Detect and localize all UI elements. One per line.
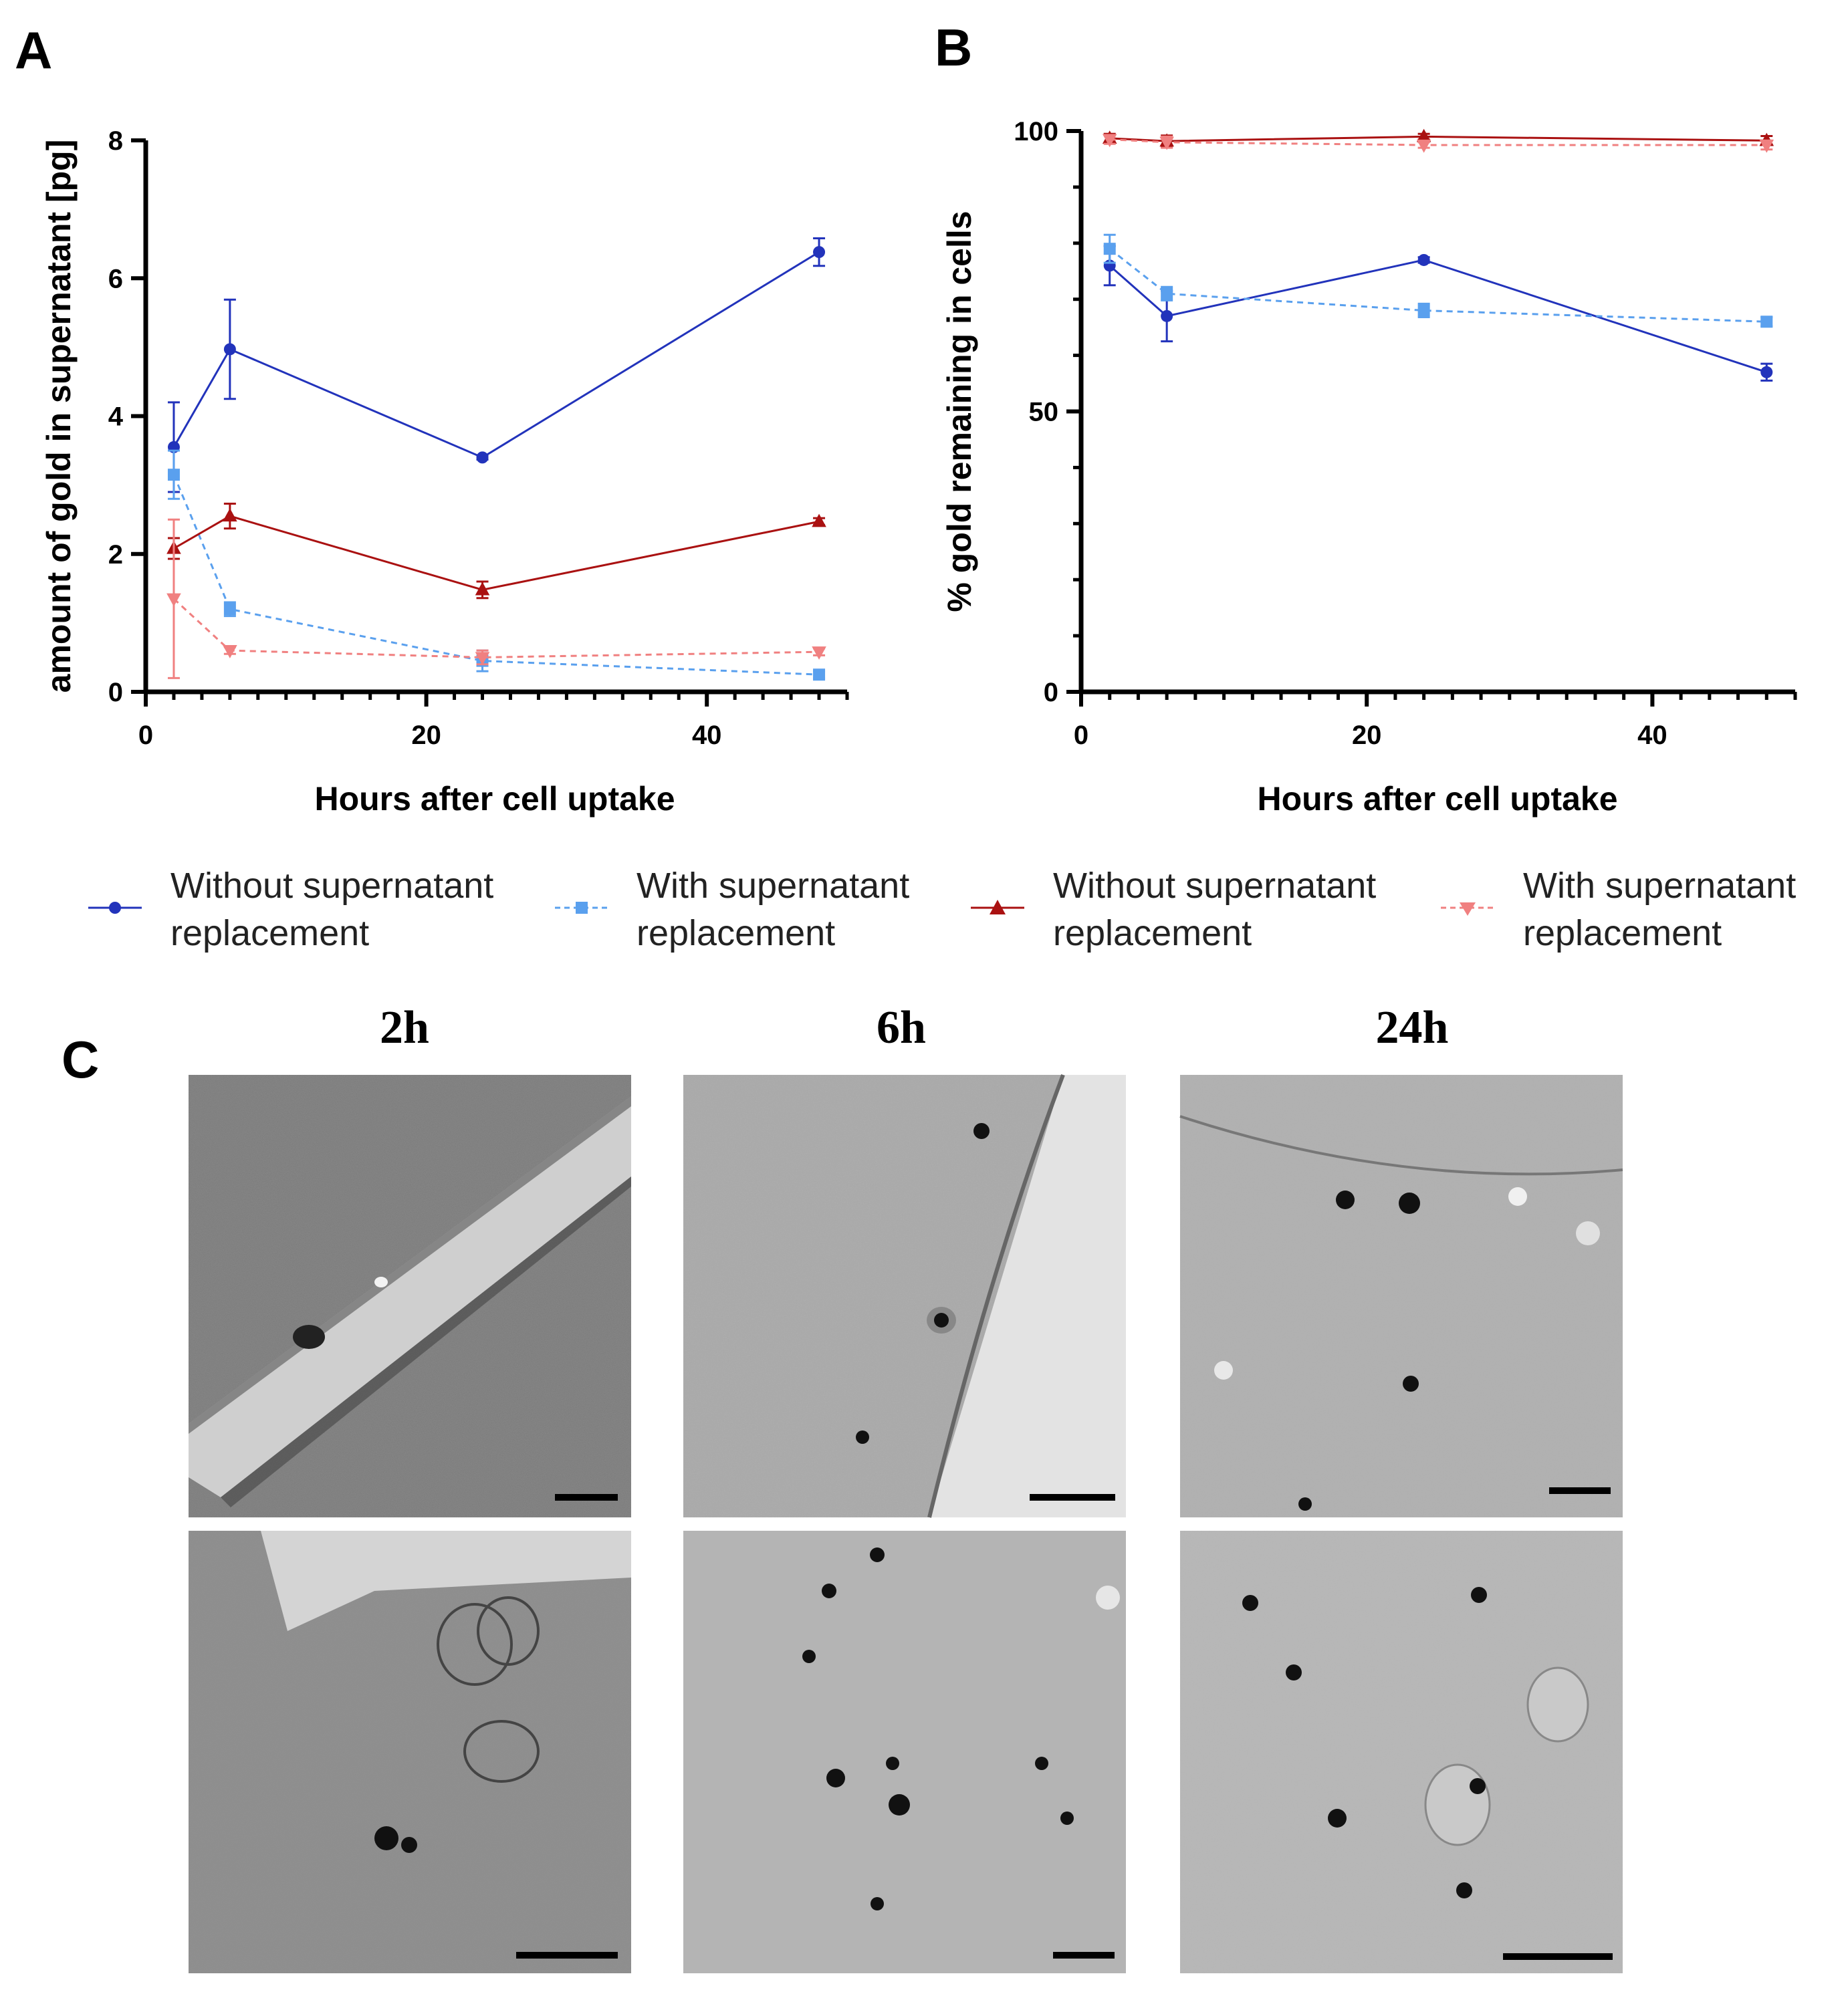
x-axis-title: Hours after cell uptake [1257, 780, 1617, 818]
data-point [1159, 136, 1174, 150]
data-point [1102, 134, 1117, 148]
data-point [476, 451, 489, 464]
x-tick-label: 40 [1637, 721, 1667, 750]
series-1 [1103, 245, 1773, 382]
data-point [1760, 366, 1773, 378]
chart-b: 0 20 40 0 50 100 Hours after cell uptake % gold… [941, 117, 1797, 818]
y-tick-label: 4 [108, 402, 124, 432]
data-point [475, 582, 490, 596]
panel-a-letter: A [15, 21, 52, 80]
data-point [813, 668, 826, 681]
legend-marker-circle [109, 902, 121, 914]
series-line [1109, 248, 1767, 323]
micrograph-24h-bottom [1180, 1531, 1623, 1973]
chart-a: 0 20 40 0 2 4 6 8 Hours after cell uptake amount … [40, 126, 849, 818]
legend-label-line1: With supernatant [1523, 866, 1796, 906]
legend-label-line1: With supernatant [637, 866, 909, 906]
panel-c-letter: C [62, 1030, 99, 1089]
series-line [1109, 259, 1767, 374]
legend-marker-square [576, 902, 588, 914]
x-tick-label: 0 [1074, 721, 1088, 750]
data-point [223, 508, 237, 522]
series-1 [167, 237, 826, 493]
data-point [475, 652, 490, 666]
data-point [223, 343, 236, 356]
data-point [1161, 309, 1173, 322]
data-point [1416, 139, 1431, 153]
micrograph-24h-top [1179, 1075, 1623, 1517]
series-2 [1103, 233, 1773, 328]
data-point [1417, 253, 1430, 266]
data-point [1416, 128, 1431, 142]
legend-entry-4: With supernatant replacement [1441, 866, 1796, 953]
x-tick-label: 40 [692, 721, 722, 750]
data-point [167, 469, 180, 481]
x-tick-label: 0 [138, 721, 153, 750]
y-tick-label: 2 [108, 540, 123, 570]
legend-marker-triangle-down [1460, 902, 1476, 916]
series-line [1109, 138, 1767, 146]
x-axis-title: Hours after cell uptake [314, 780, 675, 818]
y-tick-label: 6 [108, 264, 123, 293]
time-label-2h: 2h [380, 1002, 429, 1053]
data-point [223, 603, 236, 616]
y-tick-label: 50 [1029, 398, 1059, 427]
legend-label-line2: replacement [170, 913, 369, 953]
series-2 [167, 449, 826, 681]
series-3 [1102, 128, 1774, 148]
series-line [173, 515, 820, 591]
time-label-6h: 6h [877, 1002, 926, 1053]
micrograph-2h-top [189, 1075, 631, 1517]
data-point [813, 246, 826, 259]
panel-b-letter: B [935, 18, 972, 77]
time-label-24h: 24h [1376, 1002, 1449, 1053]
y-tick-label: 100 [1014, 117, 1058, 146]
y-tick-label: 0 [108, 678, 123, 707]
legend-entry-2: With supernatant replacement [555, 866, 909, 953]
legend-label-line2: replacement [637, 913, 835, 953]
y-tick-label: 0 [1044, 678, 1058, 707]
series-line [1109, 135, 1767, 142]
data-point [1103, 243, 1116, 255]
micrograph-2h-bottom [189, 1531, 631, 1973]
legend-label-line1: Without supernatant [170, 866, 493, 906]
legend-marker-triangle-up [990, 900, 1006, 914]
micrograph-6h-top [683, 1074, 1126, 1518]
data-point [812, 646, 826, 660]
x-tick-label: 20 [1352, 721, 1382, 750]
series-3 [166, 502, 826, 600]
data-point [812, 513, 826, 527]
legend-label-line1: Without supernatant [1053, 866, 1376, 906]
series-line [172, 251, 820, 459]
data-point [1161, 287, 1173, 300]
series-line [172, 474, 820, 676]
data-point [223, 645, 237, 658]
legend-entry-3: Without supernatant replacement [971, 866, 1376, 953]
data-point [166, 593, 181, 607]
series-4 [166, 518, 826, 679]
x-tick-label: 20 [411, 721, 441, 750]
y-tick-label: 8 [108, 126, 123, 156]
series-4 [1102, 134, 1774, 153]
micrograph-6h-bottom [683, 1531, 1126, 1973]
y-axis-title: amount of gold in supernatant [pg] [40, 140, 78, 693]
y-axis-title: % gold remaining in cells [941, 211, 978, 612]
data-point [1417, 304, 1430, 317]
data-point [1760, 316, 1773, 328]
data-point [1759, 139, 1774, 153]
legend-label-line2: replacement [1523, 913, 1722, 953]
legend-entry-1: Without supernatant replacement [88, 866, 493, 953]
legend-label-line2: replacement [1053, 913, 1252, 953]
legend: Without supernatant replacement With sup… [88, 866, 1796, 953]
series-line [172, 598, 820, 658]
